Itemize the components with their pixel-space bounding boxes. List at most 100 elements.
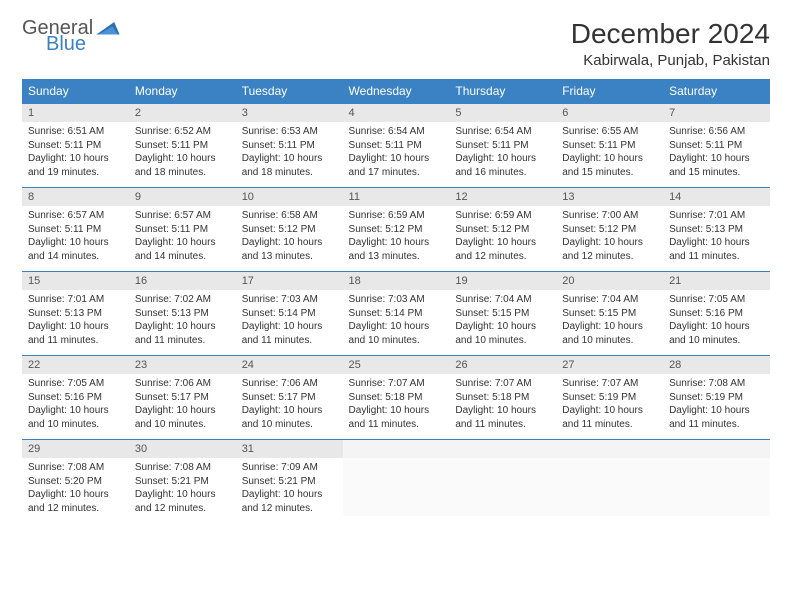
day-cell bbox=[556, 440, 663, 524]
sunset-line: Sunset: 5:11 PM bbox=[349, 139, 444, 153]
daylight-line: Daylight: 10 hours and 11 minutes. bbox=[349, 404, 444, 431]
logo-text-blue: Blue bbox=[22, 34, 121, 54]
sunset-line: Sunset: 5:12 PM bbox=[242, 223, 337, 237]
sunrise-line: Sunrise: 6:59 AM bbox=[349, 209, 444, 223]
sunrise-line: Sunrise: 7:03 AM bbox=[349, 293, 444, 307]
day-cell: 19Sunrise: 7:04 AMSunset: 5:15 PMDayligh… bbox=[449, 272, 556, 356]
day-cell: 25Sunrise: 7:07 AMSunset: 5:18 PMDayligh… bbox=[343, 356, 450, 440]
daylight-line: Daylight: 10 hours and 13 minutes. bbox=[349, 236, 444, 263]
daylight-line: Daylight: 10 hours and 12 minutes. bbox=[562, 236, 657, 263]
daylight-line: Daylight: 10 hours and 10 minutes. bbox=[135, 404, 230, 431]
daylight-line: Daylight: 10 hours and 13 minutes. bbox=[242, 236, 337, 263]
day-details: Sunrise: 6:56 AMSunset: 5:11 PMDaylight:… bbox=[663, 122, 770, 187]
title-block: December 2024 Kabirwala, Punjab, Pakista… bbox=[571, 18, 770, 69]
sunrise-line: Sunrise: 7:09 AM bbox=[242, 461, 337, 475]
day-details: Sunrise: 6:51 AMSunset: 5:11 PMDaylight:… bbox=[22, 122, 129, 187]
sunset-line: Sunset: 5:13 PM bbox=[669, 223, 764, 237]
day-details: Sunrise: 7:01 AMSunset: 5:13 PMDaylight:… bbox=[663, 206, 770, 271]
daylight-line: Daylight: 10 hours and 10 minutes. bbox=[455, 320, 550, 347]
sunrise-line: Sunrise: 6:54 AM bbox=[349, 125, 444, 139]
day-number: 23 bbox=[129, 356, 236, 374]
day-cell: 26Sunrise: 7:07 AMSunset: 5:18 PMDayligh… bbox=[449, 356, 556, 440]
day-number: 14 bbox=[663, 188, 770, 206]
day-cell: 23Sunrise: 7:06 AMSunset: 5:17 PMDayligh… bbox=[129, 356, 236, 440]
daylight-line: Daylight: 10 hours and 10 minutes. bbox=[349, 320, 444, 347]
location-text: Kabirwala, Punjab, Pakistan bbox=[571, 52, 770, 69]
day-details: Sunrise: 7:01 AMSunset: 5:13 PMDaylight:… bbox=[22, 290, 129, 355]
sunrise-line: Sunrise: 7:05 AM bbox=[669, 293, 764, 307]
day-details: Sunrise: 6:59 AMSunset: 5:12 PMDaylight:… bbox=[449, 206, 556, 271]
sunset-line: Sunset: 5:11 PM bbox=[135, 139, 230, 153]
day-number: 30 bbox=[129, 440, 236, 458]
day-cell: 9Sunrise: 6:57 AMSunset: 5:11 PMDaylight… bbox=[129, 188, 236, 272]
sunrise-line: Sunrise: 7:07 AM bbox=[562, 377, 657, 391]
day-cell: 18Sunrise: 7:03 AMSunset: 5:14 PMDayligh… bbox=[343, 272, 450, 356]
sunset-line: Sunset: 5:13 PM bbox=[135, 307, 230, 321]
daylight-line: Daylight: 10 hours and 18 minutes. bbox=[135, 152, 230, 179]
calendar-table: Sunday Monday Tuesday Wednesday Thursday… bbox=[22, 79, 770, 523]
day-number: 27 bbox=[556, 356, 663, 374]
day-cell: 12Sunrise: 6:59 AMSunset: 5:12 PMDayligh… bbox=[449, 188, 556, 272]
sunrise-line: Sunrise: 6:55 AM bbox=[562, 125, 657, 139]
daylight-line: Daylight: 10 hours and 12 minutes. bbox=[455, 236, 550, 263]
day-details: Sunrise: 7:04 AMSunset: 5:15 PMDaylight:… bbox=[449, 290, 556, 355]
sunset-line: Sunset: 5:11 PM bbox=[28, 223, 123, 237]
sunrise-line: Sunrise: 6:59 AM bbox=[455, 209, 550, 223]
sunrise-line: Sunrise: 7:06 AM bbox=[135, 377, 230, 391]
week-row: 8Sunrise: 6:57 AMSunset: 5:11 PMDaylight… bbox=[22, 188, 770, 272]
sunrise-line: Sunrise: 7:07 AM bbox=[455, 377, 550, 391]
day-cell: 8Sunrise: 6:57 AMSunset: 5:11 PMDaylight… bbox=[22, 188, 129, 272]
day-number: 13 bbox=[556, 188, 663, 206]
day-number: 10 bbox=[236, 188, 343, 206]
day-details: Sunrise: 7:03 AMSunset: 5:14 PMDaylight:… bbox=[343, 290, 450, 355]
day-cell: 13Sunrise: 7:00 AMSunset: 5:12 PMDayligh… bbox=[556, 188, 663, 272]
daylight-line: Daylight: 10 hours and 11 minutes. bbox=[242, 320, 337, 347]
sunset-line: Sunset: 5:11 PM bbox=[562, 139, 657, 153]
day-details: Sunrise: 6:58 AMSunset: 5:12 PMDaylight:… bbox=[236, 206, 343, 271]
day-cell: 27Sunrise: 7:07 AMSunset: 5:19 PMDayligh… bbox=[556, 356, 663, 440]
day-cell: 7Sunrise: 6:56 AMSunset: 5:11 PMDaylight… bbox=[663, 104, 770, 188]
day-number: 28 bbox=[663, 356, 770, 374]
day-details: Sunrise: 7:05 AMSunset: 5:16 PMDaylight:… bbox=[663, 290, 770, 355]
daylight-line: Daylight: 10 hours and 12 minutes. bbox=[242, 488, 337, 515]
day-number: 24 bbox=[236, 356, 343, 374]
day-details: Sunrise: 7:08 AMSunset: 5:20 PMDaylight:… bbox=[22, 458, 129, 523]
sunset-line: Sunset: 5:21 PM bbox=[135, 475, 230, 489]
sunrise-line: Sunrise: 6:58 AM bbox=[242, 209, 337, 223]
header: GeneralBlue December 2024 Kabirwala, Pun… bbox=[22, 18, 770, 69]
day-number: 9 bbox=[129, 188, 236, 206]
day-number: 6 bbox=[556, 104, 663, 122]
sunset-line: Sunset: 5:15 PM bbox=[455, 307, 550, 321]
day-cell: 2Sunrise: 6:52 AMSunset: 5:11 PMDaylight… bbox=[129, 104, 236, 188]
sunrise-line: Sunrise: 7:03 AM bbox=[242, 293, 337, 307]
day-number: 3 bbox=[236, 104, 343, 122]
sunset-line: Sunset: 5:18 PM bbox=[349, 391, 444, 405]
day-details: Sunrise: 7:00 AMSunset: 5:12 PMDaylight:… bbox=[556, 206, 663, 271]
day-number: 7 bbox=[663, 104, 770, 122]
day-details: Sunrise: 6:55 AMSunset: 5:11 PMDaylight:… bbox=[556, 122, 663, 187]
week-row: 22Sunrise: 7:05 AMSunset: 5:16 PMDayligh… bbox=[22, 356, 770, 440]
day-number: 8 bbox=[22, 188, 129, 206]
col-monday: Monday bbox=[129, 79, 236, 104]
daylight-line: Daylight: 10 hours and 10 minutes. bbox=[669, 320, 764, 347]
day-cell: 5Sunrise: 6:54 AMSunset: 5:11 PMDaylight… bbox=[449, 104, 556, 188]
sunrise-line: Sunrise: 7:08 AM bbox=[669, 377, 764, 391]
day-details: Sunrise: 7:05 AMSunset: 5:16 PMDaylight:… bbox=[22, 374, 129, 439]
day-details: Sunrise: 7:06 AMSunset: 5:17 PMDaylight:… bbox=[129, 374, 236, 439]
sunrise-line: Sunrise: 7:07 AM bbox=[349, 377, 444, 391]
day-number: 22 bbox=[22, 356, 129, 374]
sunrise-line: Sunrise: 7:05 AM bbox=[28, 377, 123, 391]
day-details: Sunrise: 7:03 AMSunset: 5:14 PMDaylight:… bbox=[236, 290, 343, 355]
daylight-line: Daylight: 10 hours and 10 minutes. bbox=[562, 320, 657, 347]
daylight-line: Daylight: 10 hours and 11 minutes. bbox=[669, 236, 764, 263]
daylight-line: Daylight: 10 hours and 16 minutes. bbox=[455, 152, 550, 179]
sunset-line: Sunset: 5:11 PM bbox=[455, 139, 550, 153]
day-cell: 21Sunrise: 7:05 AMSunset: 5:16 PMDayligh… bbox=[663, 272, 770, 356]
day-details: Sunrise: 6:57 AMSunset: 5:11 PMDaylight:… bbox=[129, 206, 236, 271]
day-number: 11 bbox=[343, 188, 450, 206]
day-number: 1 bbox=[22, 104, 129, 122]
day-cell: 11Sunrise: 6:59 AMSunset: 5:12 PMDayligh… bbox=[343, 188, 450, 272]
sunrise-line: Sunrise: 7:06 AM bbox=[242, 377, 337, 391]
sunset-line: Sunset: 5:13 PM bbox=[28, 307, 123, 321]
daylight-line: Daylight: 10 hours and 12 minutes. bbox=[135, 488, 230, 515]
